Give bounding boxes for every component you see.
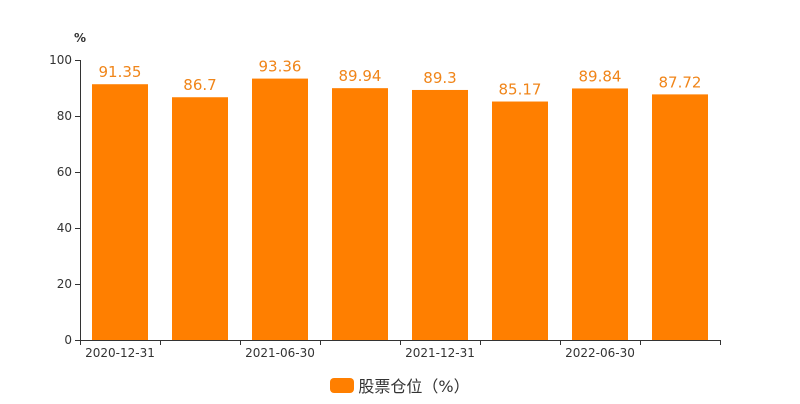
bar (252, 78, 308, 340)
data-label: 86.7 (183, 76, 216, 94)
legend-swatch (330, 377, 355, 393)
data-label: 85.17 (499, 81, 542, 99)
y-tick-label: 20 (57, 277, 72, 291)
legend: 股票仓位（%） (0, 373, 800, 397)
x-tick-label: 2021-12-31 (405, 346, 475, 360)
x-axis-ticks: 2020-12-31 2021-06-30 2021-12-31 2022-06-30 (80, 340, 721, 360)
bar (652, 94, 708, 340)
data-label: 89.94 (339, 67, 382, 85)
bar (172, 97, 228, 341)
data-label: 87.72 (659, 73, 702, 91)
data-label: 93.36 (259, 58, 302, 76)
data-label: 91.35 (99, 63, 142, 81)
bar (92, 84, 148, 340)
x-tick-label: 2020-12-31 (85, 346, 155, 360)
bar (412, 89, 468, 341)
y-tick-label: 80 (57, 109, 72, 123)
y-tick-label: 40 (57, 221, 72, 235)
data-label: 89.84 (579, 67, 622, 85)
bar (572, 88, 628, 340)
y-tick-label: 0 (64, 333, 72, 347)
data-label: 89.3 (423, 69, 456, 87)
bar (332, 88, 388, 340)
y-tick-label: 60 (57, 165, 72, 179)
x-tick-label: 2021-06-30 (245, 346, 315, 360)
x-tick-label: 2022-06-30 (565, 346, 635, 360)
y-axis-unit-label: % (74, 31, 86, 45)
legend-label: 股票仓位（%） (358, 377, 470, 396)
bar (492, 101, 548, 340)
data-labels: 91.35 86.7 93.36 89.94 89.3 85.17 89.84 87.72 (99, 58, 702, 99)
y-tick-label: 100 (49, 53, 72, 67)
y-axis-ticks: 0 20 40 60 80 100 (49, 53, 80, 347)
bar-series (92, 78, 708, 341)
